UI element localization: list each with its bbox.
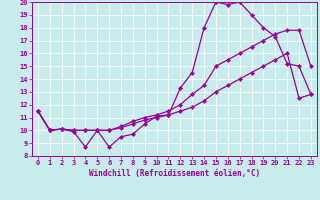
X-axis label: Windchill (Refroidissement éolien,°C): Windchill (Refroidissement éolien,°C) <box>89 169 260 178</box>
